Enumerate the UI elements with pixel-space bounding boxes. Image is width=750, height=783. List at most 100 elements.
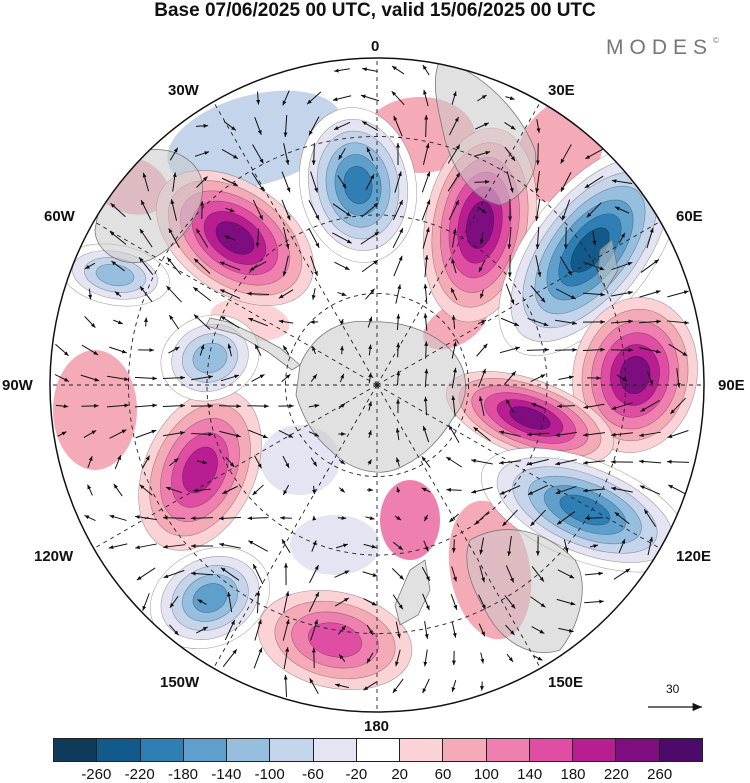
wind-arrow	[423, 514, 429, 522]
wind-arrow	[248, 540, 268, 552]
wind-arrow	[421, 487, 431, 493]
wind-arrow	[169, 624, 179, 636]
meridian-line	[93, 221, 378, 386]
wind-arrow	[163, 430, 185, 437]
wind-arrow	[220, 315, 240, 329]
wind-arrow	[169, 595, 179, 609]
wind-arrow	[666, 459, 690, 464]
wind-arrow	[308, 591, 320, 613]
africa-land	[434, 59, 537, 206]
wind-arrow	[55, 404, 69, 409]
wind-arrow	[668, 343, 688, 357]
wind-arrow	[477, 206, 487, 214]
meridian-line	[213, 101, 378, 386]
wind-arrow	[163, 569, 185, 579]
wind-arrow	[421, 171, 431, 193]
wind-arrow	[332, 232, 352, 244]
wind-arrow	[283, 114, 288, 138]
wind-arrow	[422, 425, 430, 443]
wind-arrow	[138, 257, 154, 275]
anomaly-high-85E	[572, 297, 698, 453]
wind-arrow	[107, 375, 129, 382]
wind-arrow	[392, 678, 404, 694]
wind-arrow	[555, 431, 577, 437]
wind-arrow	[360, 94, 380, 102]
wind-arrow	[422, 593, 430, 611]
wind-arrow	[249, 261, 267, 271]
wind-arrow	[278, 430, 294, 438]
wind-arrow	[392, 227, 404, 249]
wind-arrow	[646, 370, 654, 386]
wind-arrow	[247, 516, 269, 521]
wind-arrow	[530, 285, 546, 303]
wind-arrow	[334, 597, 350, 607]
wind-arrow	[421, 199, 431, 221]
wind-arrow	[422, 678, 430, 694]
wind-arrow	[611, 402, 633, 410]
wind-arrow	[166, 257, 182, 275]
wind-arrow	[139, 285, 153, 303]
weak-anomaly	[260, 425, 340, 495]
wind-arrow	[222, 485, 238, 495]
wind-arrow	[190, 432, 214, 437]
wind-arrow	[638, 319, 662, 324]
wind-arrow	[504, 146, 516, 162]
wind-arrow	[282, 90, 290, 106]
wind-arrow	[531, 402, 545, 410]
wind-arrow	[559, 256, 573, 276]
wind-arrow	[135, 515, 157, 521]
colorbar-bin	[573, 739, 617, 761]
wind-arrow	[423, 649, 428, 667]
wind-arrow	[163, 544, 185, 549]
wind-arrow	[480, 652, 485, 664]
anomaly-high-100E	[445, 370, 615, 466]
wind-arrow	[337, 291, 347, 297]
wind-arrow	[423, 89, 429, 107]
wind-arrow	[479, 537, 485, 555]
wind-arrow	[337, 175, 347, 189]
wind-arrow	[585, 516, 603, 521]
wind-arrow	[477, 94, 487, 102]
wind-arrow	[396, 370, 401, 386]
wind-arrow	[252, 484, 264, 496]
colorbar-bin	[227, 739, 271, 761]
wind-arrow	[366, 652, 374, 664]
wind-arrow	[478, 623, 486, 637]
wind-arrow	[395, 621, 401, 639]
map-title: Base 07/06/2025 00 UTC, valid 15/06/2025…	[154, 0, 596, 21]
wind-arrow	[451, 395, 456, 417]
wind-arrow	[618, 232, 626, 244]
wind-arrow	[505, 565, 515, 583]
wind-arrow	[339, 345, 344, 355]
wind-arrow	[283, 591, 290, 613]
wind-arrow	[278, 319, 294, 324]
wind-arrow	[309, 564, 319, 584]
wind-arrow	[251, 172, 265, 192]
wind-arrow	[196, 176, 208, 188]
wind-arrow	[190, 516, 214, 521]
wind-arrow	[504, 595, 516, 609]
meridian-line	[376, 221, 661, 386]
colorbar-bin	[140, 739, 184, 761]
wind-arrow	[500, 317, 520, 327]
wind-arrow	[363, 543, 377, 549]
wind-arrow	[140, 199, 152, 221]
wind-arrow	[309, 678, 319, 694]
wind-arrow	[611, 179, 633, 184]
wind-arrow	[282, 255, 289, 277]
wind-arrow	[421, 566, 431, 582]
wind-arrow	[611, 261, 633, 271]
wind-arrow	[584, 175, 604, 189]
wind-arrow	[395, 284, 402, 304]
wind-arrow	[335, 683, 349, 689]
wind-arrow	[337, 625, 347, 635]
wind-arrow	[87, 456, 93, 468]
wind-arrow	[507, 535, 512, 557]
anomaly-contour	[307, 622, 363, 658]
wind-arrow	[338, 487, 346, 493]
meridian-line	[213, 384, 378, 669]
wind-arrow	[446, 487, 462, 492]
wind-arrow	[451, 622, 457, 638]
wind-arrow	[396, 457, 400, 467]
wind-arrow	[311, 288, 316, 300]
